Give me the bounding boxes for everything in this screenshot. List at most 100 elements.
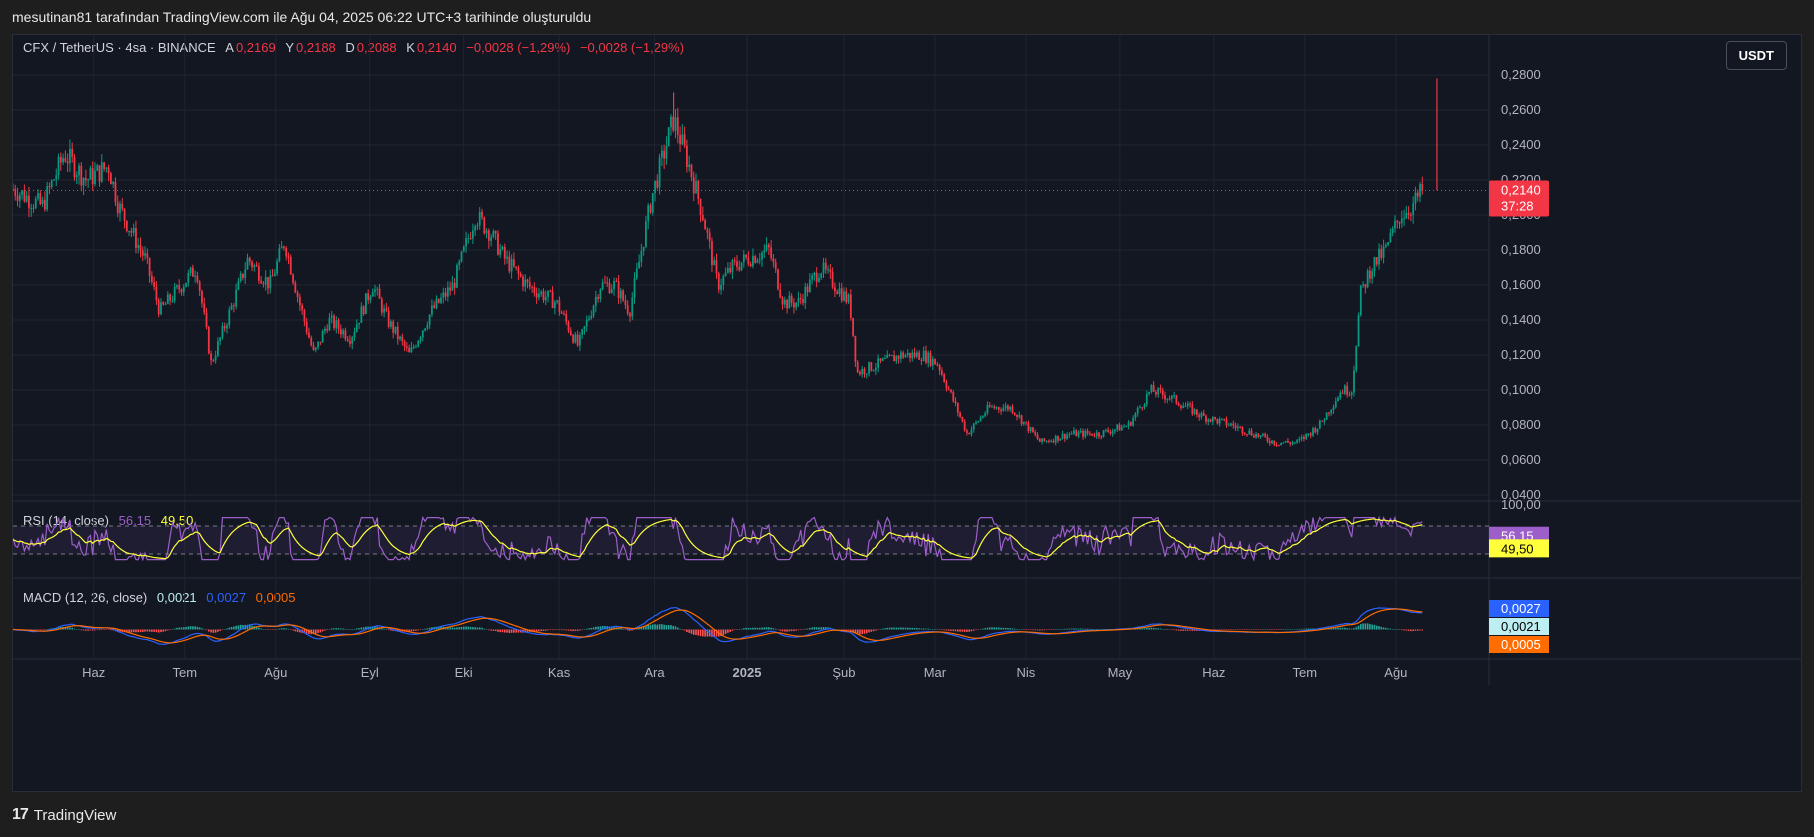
macd-hist-bar bbox=[383, 628, 385, 630]
candle-body bbox=[405, 346, 408, 348]
macd-hist-bar bbox=[426, 628, 429, 630]
candle-body bbox=[1018, 415, 1021, 417]
macd-hist-bar bbox=[305, 629, 308, 634]
candle-body bbox=[130, 230, 133, 233]
candle-body bbox=[631, 297, 634, 317]
macd-hist-bar bbox=[1357, 625, 1360, 630]
macd-hist-bar bbox=[326, 629, 328, 630]
macd-hist-bar bbox=[1250, 629, 1253, 630]
candle-body bbox=[355, 324, 358, 332]
candle-body bbox=[572, 334, 574, 343]
macd-hist-bar bbox=[458, 627, 461, 630]
candle-body bbox=[226, 325, 228, 329]
macd-hist-bar bbox=[1041, 629, 1043, 631]
macd-hist-bar bbox=[132, 629, 135, 633]
candle-body bbox=[897, 355, 900, 359]
macd-hist-bar bbox=[410, 629, 413, 632]
currency-button[interactable]: USDT bbox=[1725, 41, 1787, 70]
candle-body bbox=[777, 269, 779, 290]
candle-body bbox=[483, 217, 486, 234]
low-label: D bbox=[345, 40, 355, 55]
macd-hist-bar bbox=[417, 629, 420, 631]
candle-body bbox=[1343, 385, 1346, 394]
candle-body bbox=[125, 220, 128, 231]
macd-hist-bar bbox=[592, 627, 595, 630]
macd-hist-bar bbox=[788, 629, 791, 632]
candle-body bbox=[121, 203, 124, 209]
macd-hist-bar bbox=[1344, 627, 1346, 630]
macd-hist-bar bbox=[772, 628, 775, 630]
macd-hist-bar bbox=[513, 629, 515, 633]
candle-body bbox=[761, 252, 763, 260]
candle-body bbox=[335, 320, 338, 329]
candle-body bbox=[966, 430, 968, 433]
candle-body bbox=[715, 260, 718, 274]
candle-body bbox=[1323, 419, 1326, 422]
tradingview-brand[interactable]: 17 TradingView bbox=[12, 806, 116, 824]
candle-body bbox=[874, 367, 877, 371]
candle-body bbox=[1334, 401, 1337, 408]
macd-hist-bar bbox=[153, 629, 155, 632]
candle-body bbox=[963, 421, 966, 431]
candle-body bbox=[645, 221, 647, 247]
candle-body bbox=[242, 273, 244, 278]
candle-body bbox=[660, 150, 663, 158]
candle-body bbox=[745, 254, 747, 258]
candle-body bbox=[970, 429, 973, 435]
macd-hist-bar bbox=[399, 629, 401, 632]
candle-body bbox=[408, 347, 411, 353]
macd-hist-bar bbox=[128, 629, 130, 633]
macd-hist-bar bbox=[94, 629, 96, 631]
candle-body bbox=[203, 303, 206, 313]
y-tick-label: 0,1800 bbox=[1501, 242, 1541, 257]
candle-body bbox=[608, 282, 611, 293]
candle-body bbox=[578, 334, 581, 346]
macd-hist-bar bbox=[722, 629, 725, 636]
macd-hist-bar bbox=[371, 626, 374, 630]
x-tick-label: Haz bbox=[1202, 665, 1225, 680]
candle-body bbox=[119, 203, 121, 214]
macd-hist-bar bbox=[947, 629, 950, 631]
macd-hist-bar bbox=[576, 629, 579, 631]
macd-hist-bar bbox=[574, 629, 577, 631]
macd-hist-bar bbox=[888, 627, 891, 630]
candle-body bbox=[1325, 412, 1328, 420]
candle-body bbox=[415, 346, 417, 348]
macd-hist-bar bbox=[551, 629, 554, 631]
candle-body bbox=[1202, 412, 1205, 416]
candle-body bbox=[820, 273, 823, 279]
candle-body bbox=[146, 253, 149, 258]
chart-canvas[interactable]: 0,0400 0,0600 0,0800 0,1000 0,1200 0,1400 0,16… bbox=[13, 35, 1801, 791]
candle-body bbox=[353, 331, 356, 338]
chart-frame[interactable]: CFX / TetherUS · 4sa · BINANCE A 0,2169 Y… bbox=[12, 34, 1802, 792]
candle-body bbox=[770, 247, 773, 259]
symbol-label[interactable]: CFX / TetherUS · 4sa · BINANCE bbox=[23, 40, 216, 55]
candle-body bbox=[590, 315, 593, 319]
candle-body bbox=[1152, 385, 1155, 392]
macd-hist-bar bbox=[715, 629, 718, 637]
macd-hist-bar bbox=[1139, 628, 1141, 630]
macd-hist-bar bbox=[248, 624, 251, 630]
macd-hist-bar bbox=[242, 624, 244, 630]
macd-hist-bar bbox=[875, 629, 877, 631]
macd-hist-bar bbox=[1027, 629, 1030, 630]
candle-body bbox=[223, 325, 226, 329]
macd-hist-bar bbox=[897, 627, 900, 630]
candle-body bbox=[155, 286, 158, 301]
macd-hist-bar bbox=[412, 629, 415, 632]
y-tick-label: 0,1000 bbox=[1501, 382, 1541, 397]
candle-body bbox=[1088, 433, 1091, 435]
candle-body bbox=[351, 337, 354, 344]
macd-hist-bar bbox=[474, 627, 476, 630]
macd-hist-bar bbox=[75, 629, 78, 630]
macd-title[interactable]: MACD (12, 26, close) bbox=[23, 590, 148, 605]
candle-body bbox=[667, 127, 670, 147]
candle-body bbox=[717, 273, 720, 290]
macd-hist-bar bbox=[906, 627, 909, 630]
candle-body bbox=[827, 269, 829, 271]
candle-body bbox=[720, 284, 722, 290]
macd-hist-bar bbox=[1375, 625, 1378, 630]
candle-body bbox=[497, 233, 499, 255]
rsi-title[interactable]: RSI (14, close) bbox=[23, 513, 109, 528]
macd-hist-bar bbox=[349, 629, 351, 630]
